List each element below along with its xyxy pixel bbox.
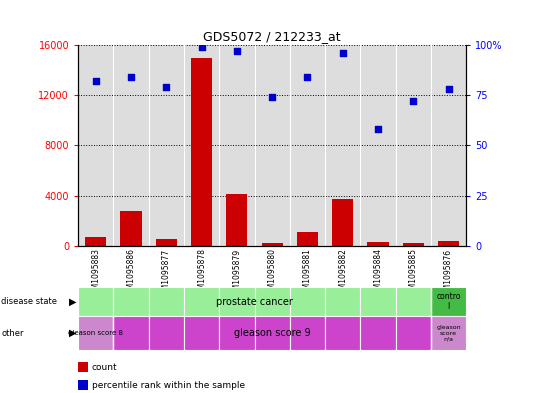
Bar (254, 287, 290, 316)
Bar (149, 316, 184, 350)
Bar (156, 239, 177, 246)
Bar (361, 316, 396, 350)
Bar (113, 316, 149, 350)
Text: ▶: ▶ (69, 297, 77, 307)
Bar (396, 287, 431, 316)
Bar (431, 316, 466, 350)
Point (162, 84, 171, 90)
Bar (396, 316, 431, 350)
Point (268, 94, 277, 101)
Title: GDS5072 / 212233_at: GDS5072 / 212233_at (203, 29, 341, 42)
Bar (219, 287, 254, 316)
Point (233, 48, 241, 54)
Bar (219, 316, 254, 350)
Bar (325, 316, 361, 350)
Text: contro
l: contro l (437, 292, 461, 311)
Point (92, 78, 100, 84)
Bar (297, 232, 318, 246)
Text: gleason score 9: gleason score 9 (234, 328, 310, 338)
Bar (113, 287, 149, 316)
Text: percentile rank within the sample: percentile rank within the sample (92, 381, 245, 389)
Point (374, 126, 382, 132)
Point (444, 86, 453, 92)
Bar (361, 287, 396, 316)
Point (409, 98, 418, 105)
Bar (438, 241, 459, 246)
Text: ▶: ▶ (69, 328, 77, 338)
Point (338, 50, 347, 56)
Bar (85, 237, 106, 246)
Point (127, 74, 135, 81)
Text: other: other (1, 329, 24, 338)
Text: gleason score 8: gleason score 8 (68, 330, 123, 336)
Bar (431, 287, 466, 316)
Text: prostate cancer: prostate cancer (216, 297, 293, 307)
Text: disease state: disease state (1, 297, 57, 306)
Bar (226, 194, 247, 246)
Bar (78, 287, 113, 316)
Text: count: count (92, 363, 118, 372)
Bar (368, 242, 389, 246)
Text: gleason
score
n/a: gleason score n/a (436, 325, 461, 342)
Bar (191, 58, 212, 246)
Bar (332, 199, 354, 246)
Bar (184, 287, 219, 316)
Bar (290, 287, 325, 316)
Bar (290, 316, 325, 350)
Bar (184, 316, 219, 350)
Point (197, 44, 206, 50)
Bar (261, 243, 283, 246)
Point (303, 74, 312, 81)
Bar (149, 287, 184, 316)
Bar (78, 316, 113, 350)
Bar (254, 316, 290, 350)
Bar (121, 211, 142, 246)
Bar (403, 243, 424, 246)
Bar (325, 287, 361, 316)
